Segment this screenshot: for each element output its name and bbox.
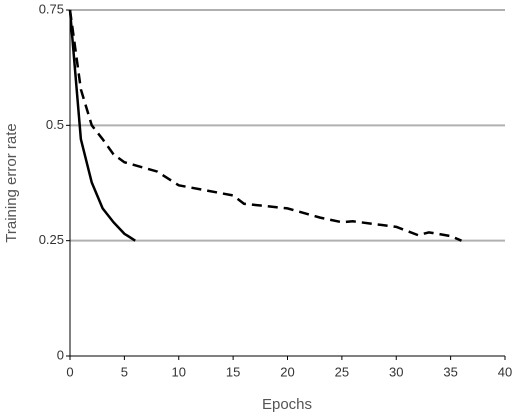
line [68, 9, 462, 242]
y-tick-label: 0.5 [46, 117, 64, 132]
y-axis-label: Training error rate [3, 123, 20, 243]
x-axis-label: Epochs [262, 396, 312, 413]
x-tick-label: 10 [172, 364, 186, 379]
x-tick-label: 0 [66, 364, 73, 379]
y-tick-label: 0 [57, 347, 64, 362]
x-tick-label: 35 [443, 364, 457, 379]
line [68, 9, 136, 242]
x-tick-label: 15 [226, 364, 240, 379]
x-tick-label: 5 [121, 364, 128, 379]
x-tick-label: 40 [498, 364, 512, 379]
x-tick-label: 20 [280, 364, 294, 379]
y-tick-label: 0.25 [39, 232, 64, 247]
x-tick-label: 30 [389, 364, 403, 379]
x-tick-label: 25 [335, 364, 349, 379]
y-tick-label: 0.75 [39, 1, 64, 16]
